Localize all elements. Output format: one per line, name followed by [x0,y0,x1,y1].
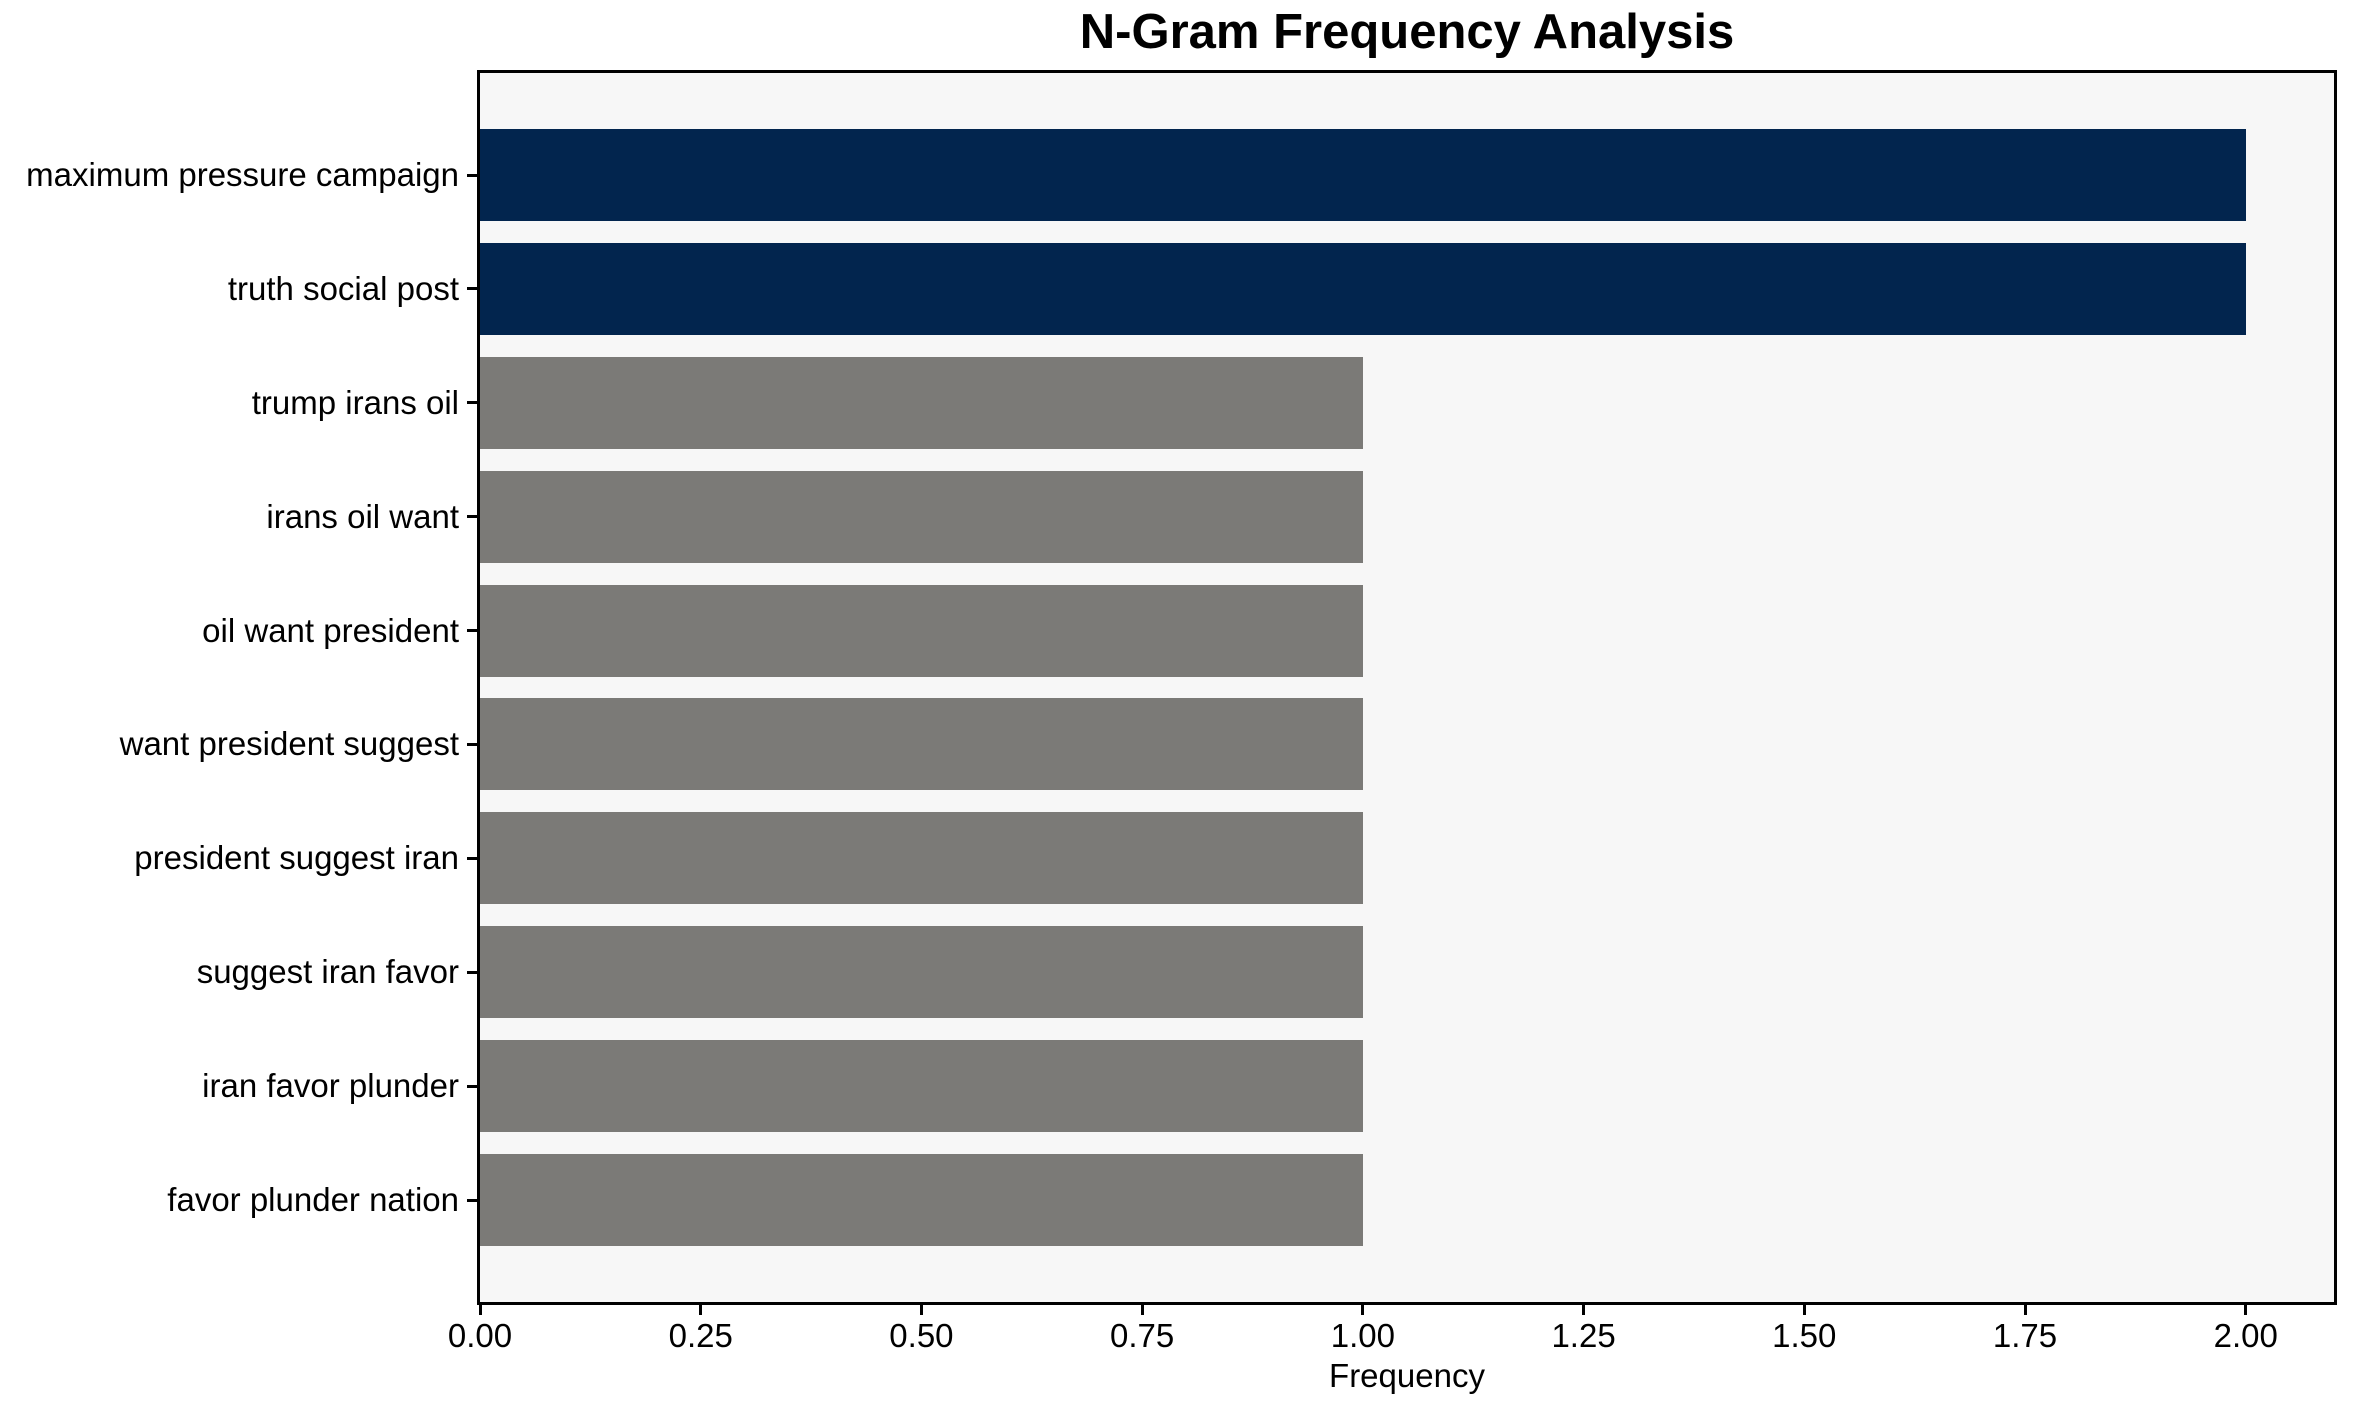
y-tick-label: suggest iran favor [196,953,459,991]
y-tick-mark [467,1198,477,1202]
y-tick-label: trump irans oil [251,383,459,421]
x-tick-mark [1582,1305,1586,1315]
x-tick-label: 0.50 [889,1317,954,1354]
y-tick-mark [467,970,477,974]
bar [480,129,2246,221]
y-tick-label: oil want president [202,611,459,649]
x-tick-label: 1.25 [1551,1317,1616,1354]
y-tick-label: iran favor plunder [202,1067,459,1105]
x-tick-mark [919,1305,923,1315]
x-tick-mark [2023,1305,2027,1315]
bar [480,242,2246,335]
y-tick-label: want president suggest [119,725,459,763]
x-tick-label: 1.75 [1992,1317,2058,1354]
bar [480,470,1363,563]
x-axis-label: Frequency [1329,1357,1485,1394]
y-tick-label: truth social post [227,269,459,307]
x-tick-label: 2.00 [2213,1317,2278,1354]
y-tick-mark [467,856,477,860]
y-tick-mark [467,629,477,633]
x-tick-label: 0.00 [447,1317,513,1354]
x-tick-label: 0.75 [1110,1317,1175,1354]
y-tick-label: irans oil want [266,497,459,535]
x-tick-mark [2244,1305,2248,1315]
x-tick-label: 0.25 [668,1317,733,1354]
x-tick-label: 1.00 [1330,1317,1395,1354]
bar [480,356,1363,449]
x-tick-mark [1140,1305,1144,1315]
y-tick-mark [467,1084,477,1088]
y-tick-mark [467,401,477,405]
x-tick-label: 1.50 [1772,1317,1837,1354]
bar [480,698,1363,791]
chart-title: N-Gram Frequency Analysis [1079,5,1735,59]
bar [480,584,1363,677]
y-tick-mark [467,173,477,177]
plot-area: maximum pressure campaign truth social po… [26,70,2337,1352]
x-tick-mark [1361,1305,1365,1315]
x-tick-mark [699,1305,703,1315]
y-tick-label: president suggest iran [134,839,459,877]
y-tick-mark [467,287,477,291]
bar [480,1040,1363,1133]
y-tick-label: favor plunder nation [167,1181,459,1218]
y-tick-mark [467,742,477,746]
y-tick-mark [467,515,477,519]
bar [480,926,1363,1019]
bar [480,812,1363,905]
bar [480,1154,1363,1246]
y-tick-label: maximum pressure campaign [26,156,459,193]
x-tick-mark [478,1305,482,1315]
x-tick-mark [1802,1305,1806,1315]
